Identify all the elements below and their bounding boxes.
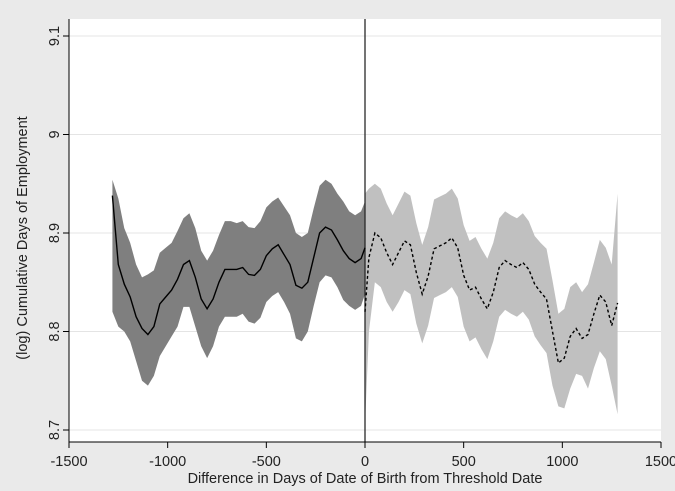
fitted-lines [111, 195, 619, 365]
x-tick-label-5: 1000 [546, 454, 578, 470]
y-tick-label-0: 8.7 [47, 420, 63, 440]
y-tick-label-3: 9 [47, 130, 63, 138]
x-tick-label-2: -500 [252, 454, 281, 470]
y-tick-label-2: 8.9 [47, 223, 63, 243]
x-tick-label-6: 1500 [645, 454, 675, 470]
confidence-band-right [365, 183, 618, 426]
y-axis-title: (log) Cumulative Days of Employment [15, 116, 31, 359]
x-tick-label-1: -1000 [149, 454, 186, 470]
x-tick-label-4: 500 [452, 454, 476, 470]
y-tick-label-1: 8.8 [47, 321, 63, 341]
x-tick-label-3: 0 [361, 454, 369, 470]
axes: -1500 -1000 -500 0 500 1000 1500 8.7 8.8 8.9 9 9.1 [47, 19, 675, 470]
x-axis-title: Difference in Days of Date of Birth from… [188, 471, 543, 486]
confidence-band-left [112, 179, 365, 386]
y-tick-label-4: 9.1 [47, 26, 63, 46]
fitted-line-left [111, 195, 366, 336]
fitted-line-right [364, 231, 619, 365]
confidence-bands [112, 179, 618, 426]
x-tick-label-0: -1500 [50, 454, 87, 470]
